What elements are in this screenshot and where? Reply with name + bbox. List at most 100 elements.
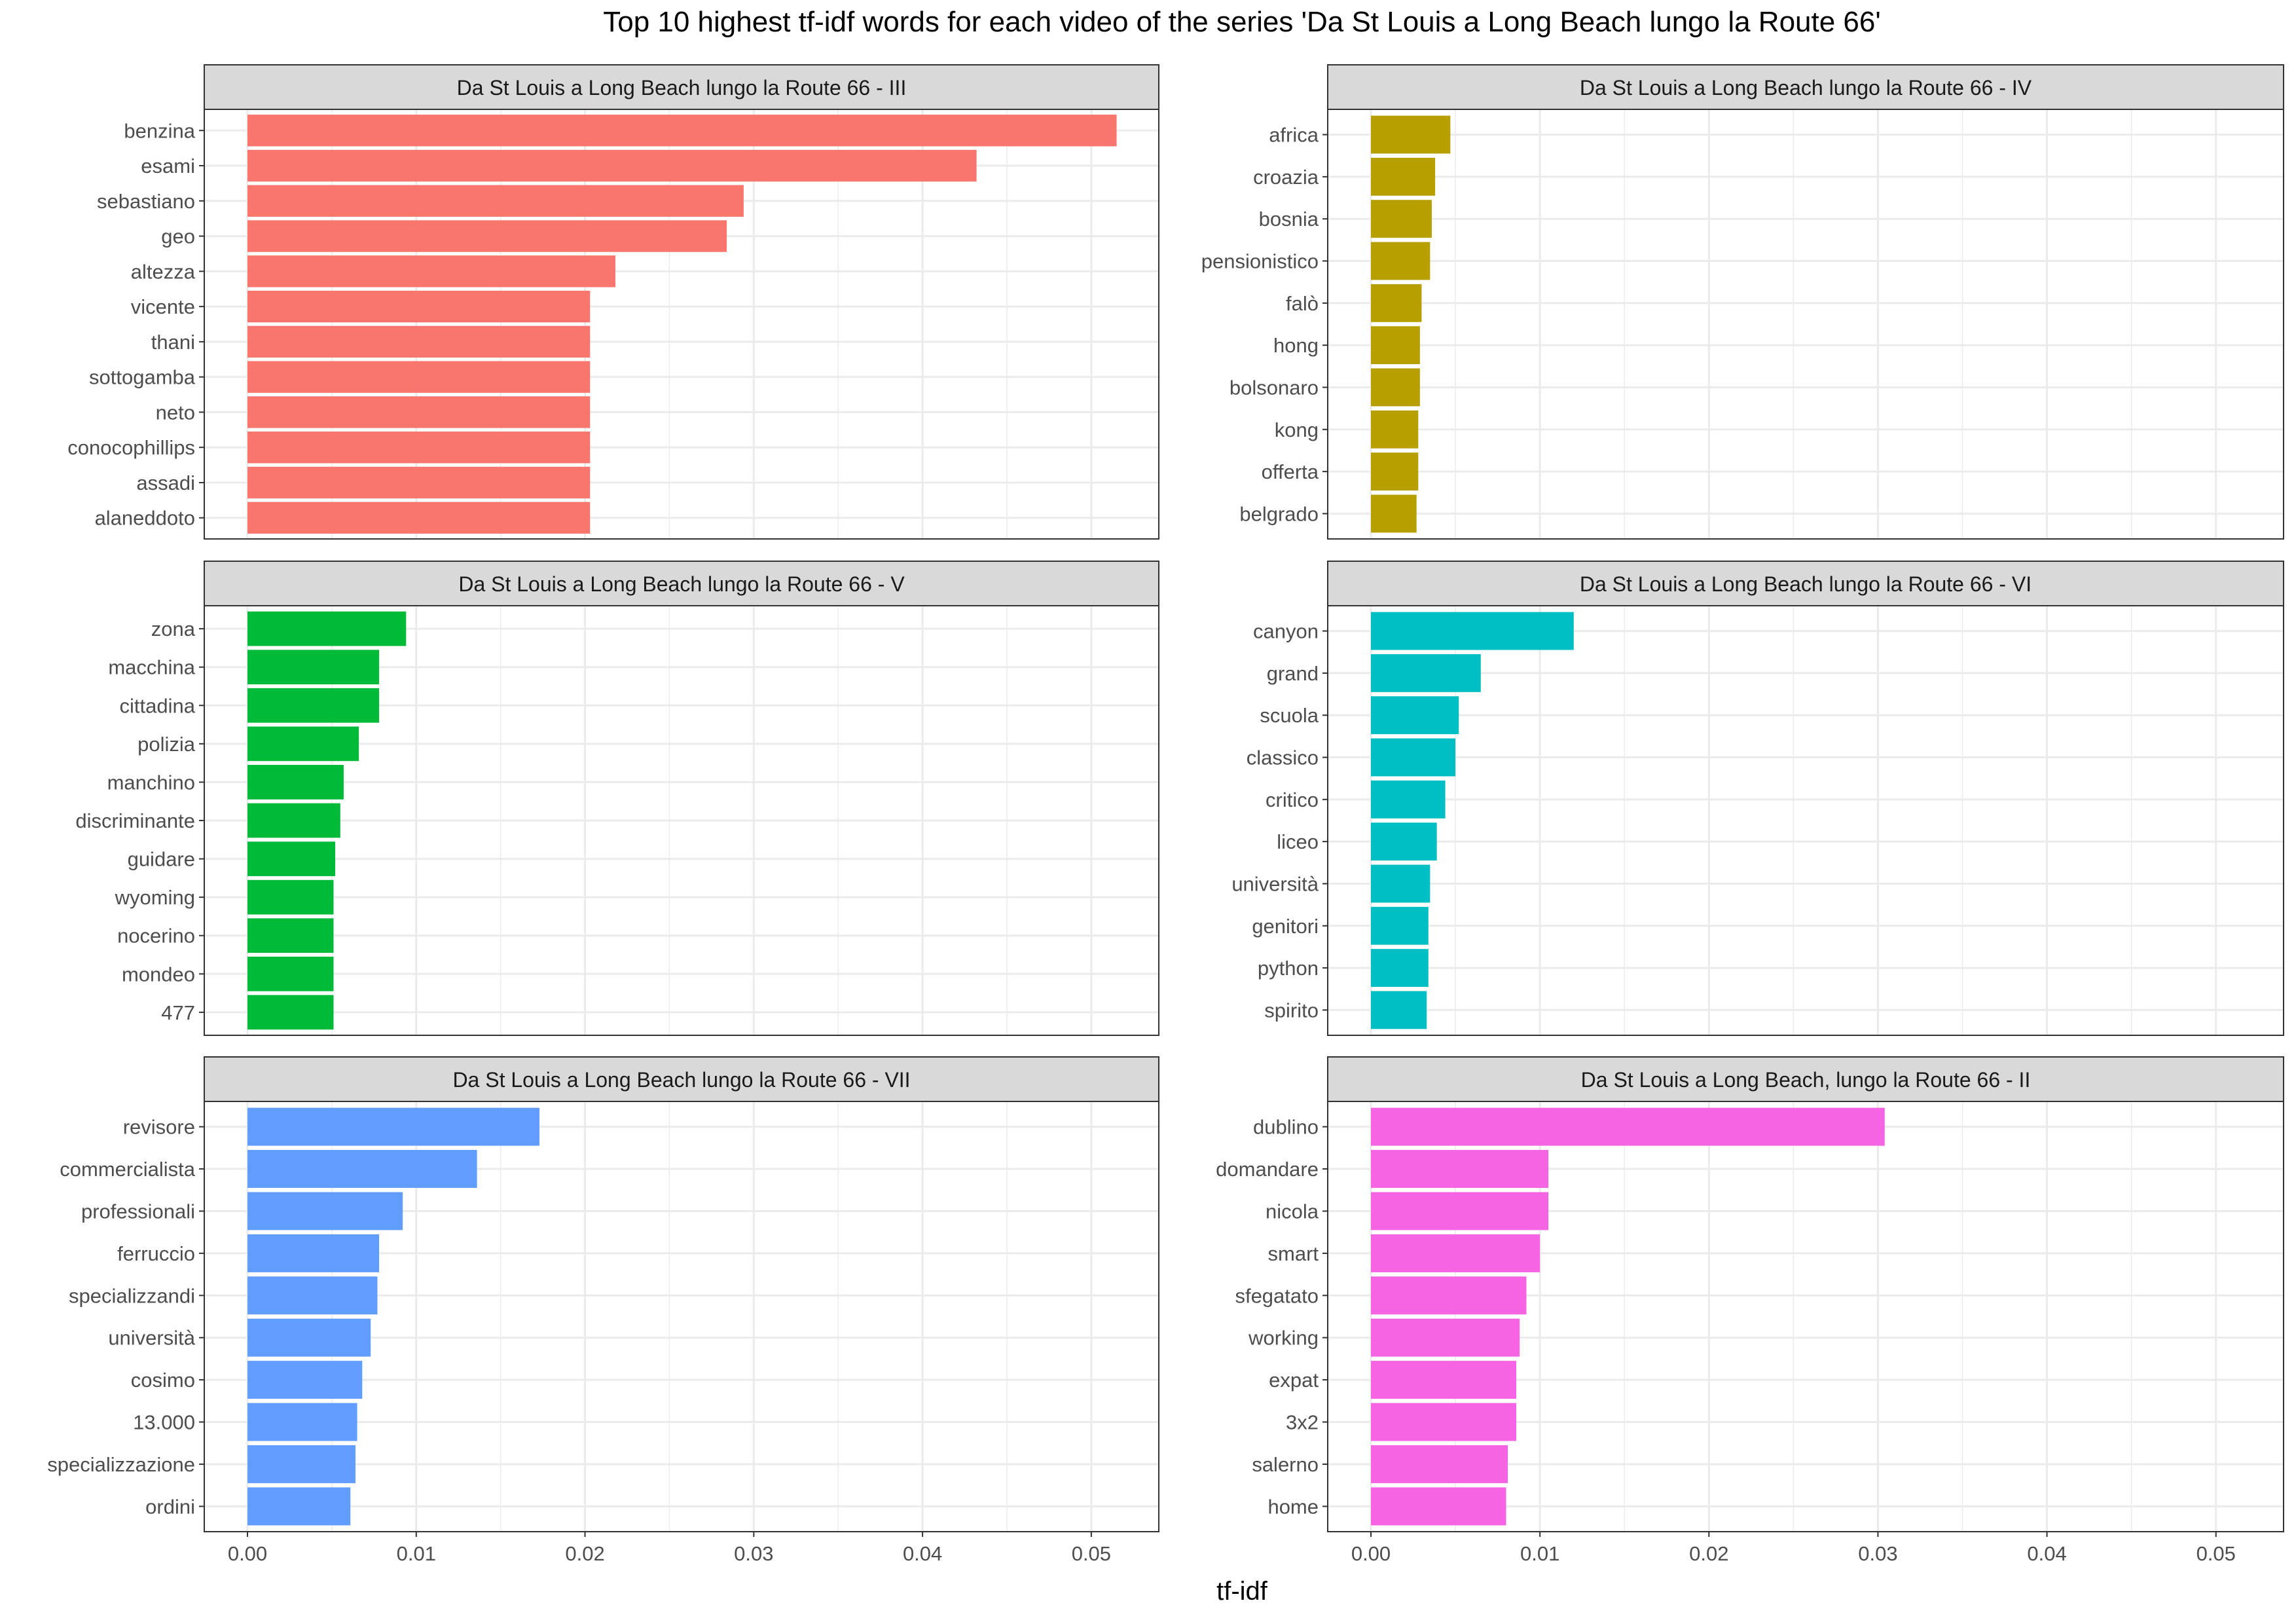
y-tick-label: wyoming <box>115 886 195 909</box>
y-tick-label: cittadina <box>120 694 196 717</box>
y-tick-label: discriminante <box>75 809 195 832</box>
y-tick-label: altezza <box>131 260 196 283</box>
bar <box>1371 780 1446 819</box>
panel-background <box>1328 606 2284 1035</box>
bar <box>247 466 591 499</box>
panel-border <box>204 605 1159 1036</box>
y-tick-label: working <box>1248 1327 1319 1350</box>
y-tick-label: cosimo <box>131 1369 195 1392</box>
y-tick-label: dublino <box>1253 1116 1319 1139</box>
bar <box>1371 1192 1549 1230</box>
bar <box>247 502 591 534</box>
y-tick-label: genitori <box>1252 915 1319 938</box>
x-tick-label: 0.02 <box>565 1542 604 1565</box>
bar <box>247 396 591 428</box>
bar <box>1371 738 1456 777</box>
y-tick-label: assadi <box>136 471 195 494</box>
facet-strip-label: Da St Louis a Long Beach, lungo la Route… <box>1581 1068 2031 1092</box>
bar <box>1371 326 1420 365</box>
bar <box>247 1445 355 1483</box>
y-tick-label: classico <box>1247 747 1319 769</box>
y-tick-label: offerta <box>1262 460 1319 483</box>
x-tick-label: 0.05 <box>1072 1542 1111 1565</box>
bar <box>247 879 334 915</box>
y-tick-label: home <box>1267 1495 1319 1518</box>
bar <box>247 956 334 991</box>
x-tick-label: 0.01 <box>1520 1542 1559 1565</box>
panel-border <box>1327 605 2284 1036</box>
facet-panels: Da St Louis a Long Beach lungo la Route … <box>47 64 2284 1565</box>
bar <box>247 1192 403 1230</box>
y-tick-label: pensionistico <box>1201 250 1319 273</box>
bar <box>247 325 591 358</box>
y-tick-label: guidare <box>128 848 195 871</box>
facet-panel: Da St Louis a Long Beach, lungo la Route… <box>1216 1056 2284 1565</box>
y-tick-label: croazia <box>1253 166 1319 189</box>
y-tick-label: macchina <box>108 656 195 679</box>
y-tick-label: manchino <box>107 771 195 794</box>
facet-panel: Da St Louis a Long Beach lungo la Route … <box>75 561 1159 1036</box>
x-tick-label: 0.03 <box>734 1542 773 1565</box>
panel-background <box>1328 109 2284 539</box>
bar <box>247 361 591 393</box>
y-tick-label: sottogamba <box>89 366 196 389</box>
bar <box>247 841 336 876</box>
y-tick-label: bolsonaro <box>1230 376 1319 399</box>
facet-strip <box>1327 64 2284 110</box>
panel-border <box>204 1101 1159 1532</box>
y-tick-label: 3x2 <box>1286 1411 1319 1434</box>
facet-strip <box>1327 1056 2284 1102</box>
y-tick-label: domandare <box>1216 1158 1319 1181</box>
x-tick-label: 0.01 <box>397 1542 436 1565</box>
y-tick-label: canyon <box>1253 620 1319 643</box>
bar <box>247 1361 363 1399</box>
bar <box>1371 1361 1517 1399</box>
bar <box>247 726 359 762</box>
y-tick-label: geo <box>161 225 195 248</box>
y-tick-label: 13.000 <box>133 1411 195 1434</box>
y-tick-label: smart <box>1268 1242 1319 1265</box>
bar <box>1371 1403 1517 1441</box>
y-tick-label: grand <box>1267 662 1319 685</box>
bar <box>247 220 727 252</box>
y-tick-label: università <box>1231 872 1319 895</box>
y-tick-label: sfegatato <box>1235 1284 1319 1307</box>
bar <box>1371 1234 1540 1272</box>
y-tick-label: scuola <box>1260 704 1319 727</box>
bar <box>1371 1150 1549 1189</box>
y-tick-label: revisore <box>123 1116 195 1139</box>
facet-strip-label: Da St Louis a Long Beach lungo la Route … <box>1580 76 2032 100</box>
y-tick-label: python <box>1258 957 1319 980</box>
bar <box>1371 991 1427 1029</box>
bar <box>247 1276 378 1315</box>
facet-strip <box>1327 561 2284 606</box>
bar <box>247 185 744 217</box>
panel-border <box>1327 1101 2284 1532</box>
y-tick-label: esami <box>141 155 195 177</box>
y-tick-label: belgrado <box>1239 502 1319 525</box>
x-tick-label: 0.00 <box>228 1542 267 1565</box>
bar <box>247 149 977 182</box>
bar <box>1371 696 1459 735</box>
bar <box>247 115 1117 147</box>
facet-panel: Da St Louis a Long Beach lungo la Route … <box>47 1056 1159 1565</box>
bar <box>247 1403 357 1441</box>
bar <box>1371 1107 1885 1146</box>
bar <box>1371 157 1436 196</box>
y-tick-label: liceo <box>1277 830 1319 853</box>
bar <box>247 290 591 323</box>
bar <box>247 611 407 646</box>
bar <box>1371 242 1430 280</box>
bar <box>1371 654 1481 692</box>
facet-panel: Da St Louis a Long Beach lungo la Route … <box>1201 64 2284 540</box>
bar <box>247 650 380 685</box>
y-tick-label: expat <box>1269 1369 1319 1392</box>
x-axis-label: tf-idf <box>1216 1577 1268 1606</box>
y-tick-label: specializzazione <box>47 1453 195 1476</box>
x-tick-label: 0.00 <box>1351 1542 1391 1565</box>
y-tick-label: alaneddoto <box>95 507 195 530</box>
bar <box>1371 1487 1506 1526</box>
bar <box>247 1107 539 1146</box>
facet-panel: Da St Louis a Long Beach lungo la Route … <box>1231 561 2284 1036</box>
